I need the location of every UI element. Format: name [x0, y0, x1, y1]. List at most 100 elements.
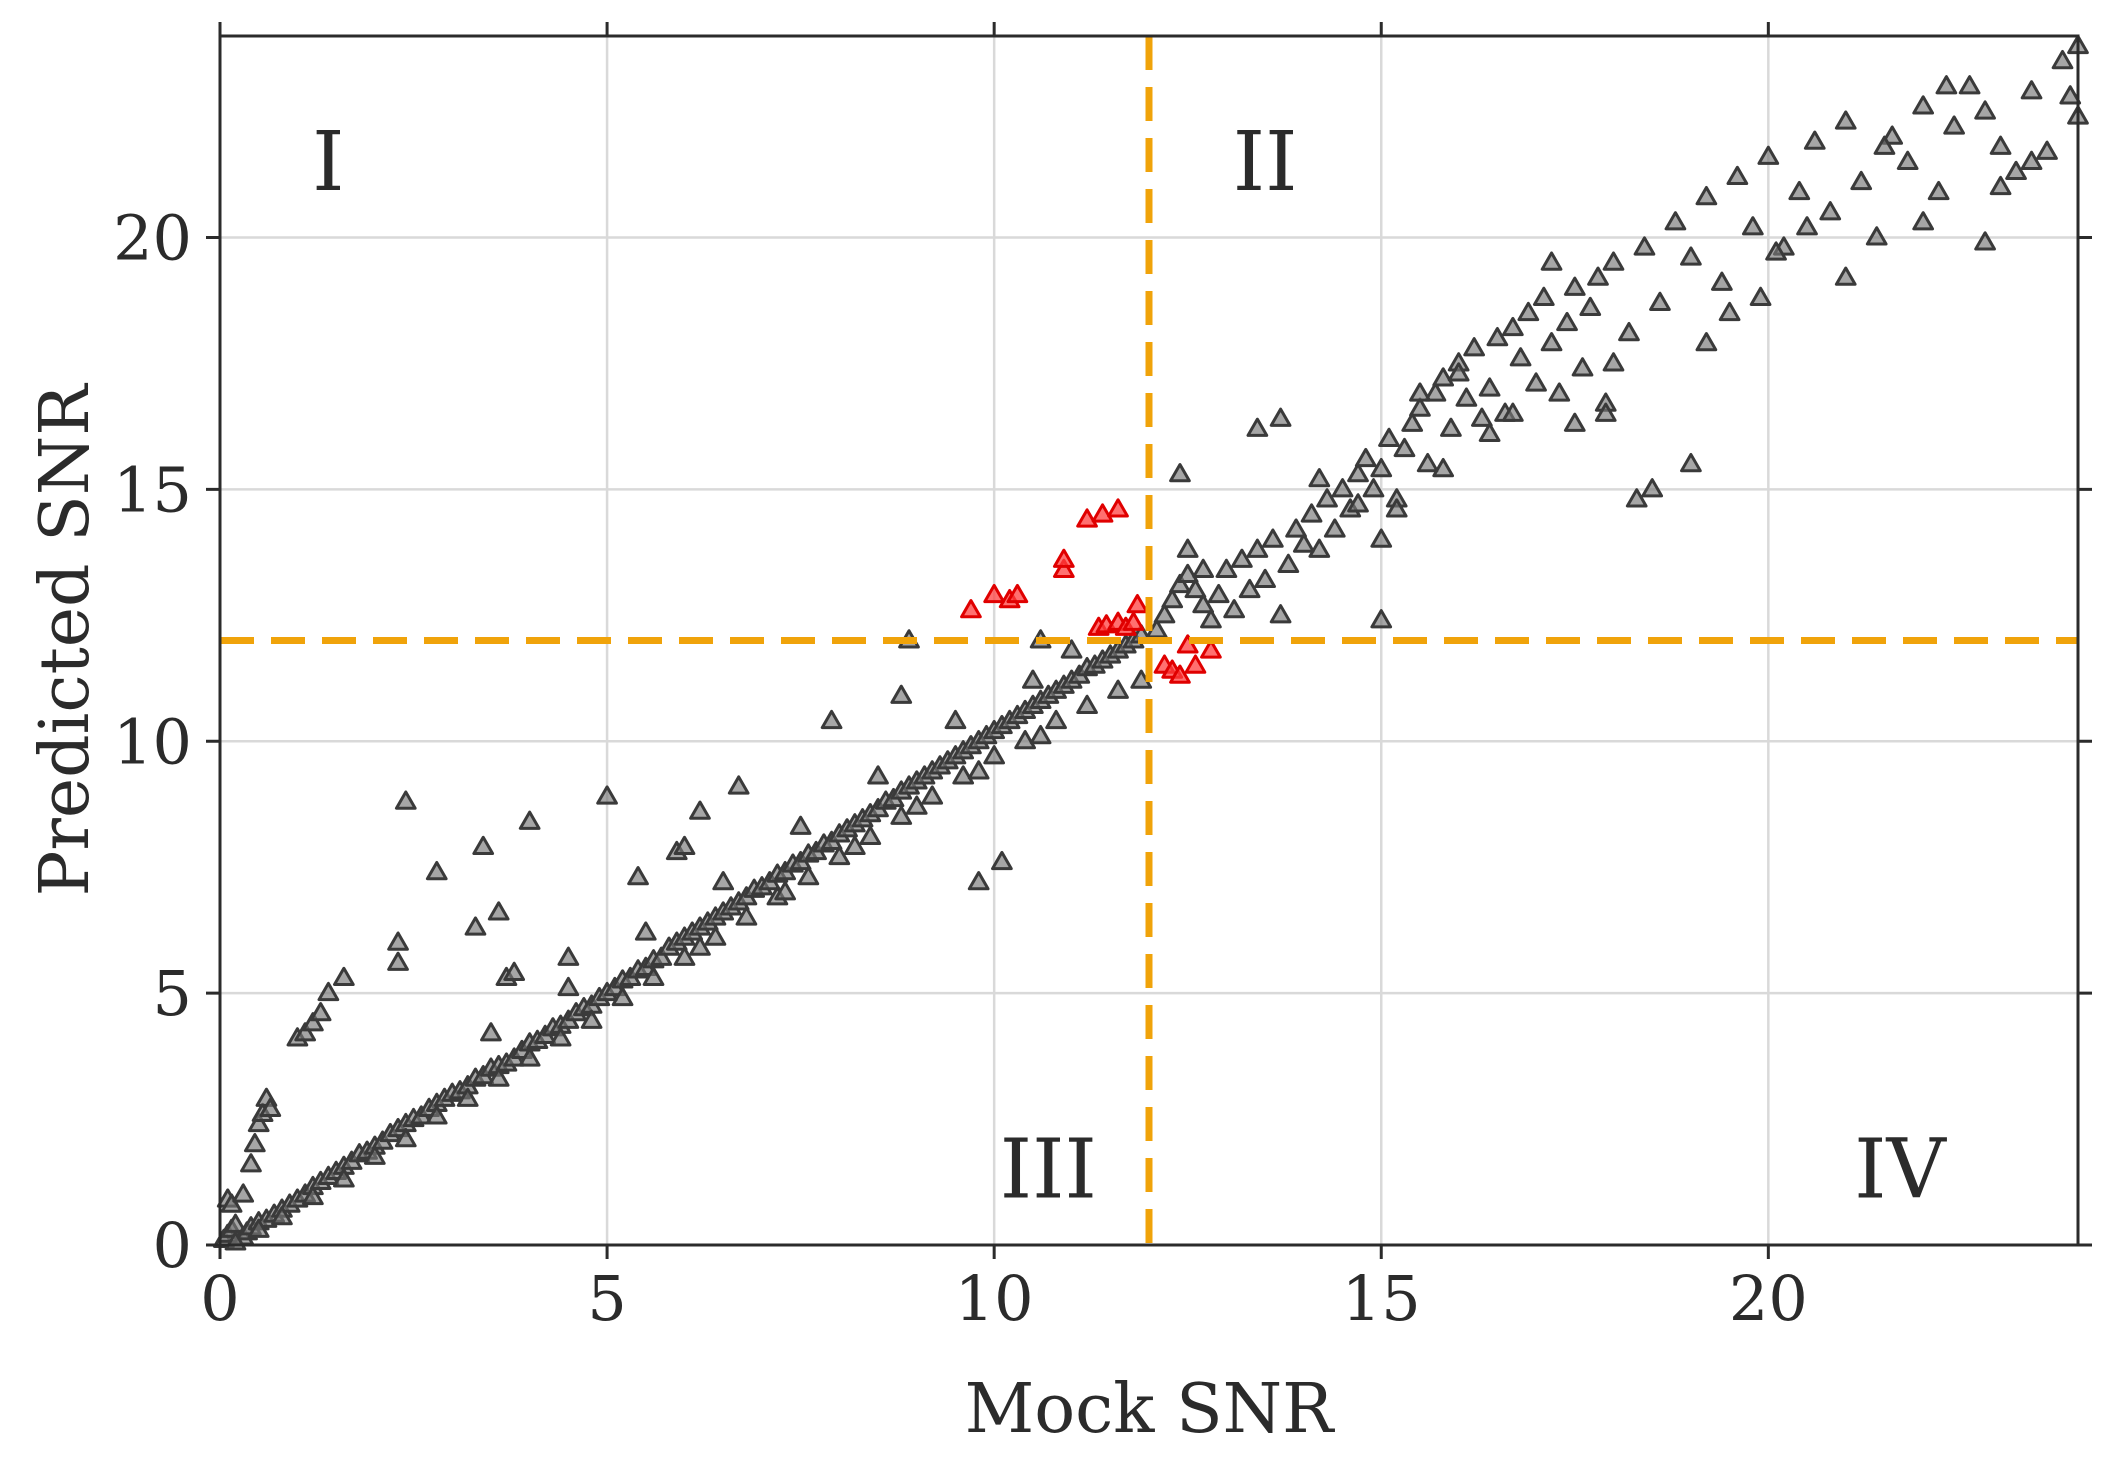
data-point [735, 906, 758, 926]
data-point [944, 709, 967, 730]
data-point [967, 760, 990, 780]
data-point [1618, 321, 1640, 342]
data-point [1803, 130, 1826, 150]
data-point [1192, 593, 1215, 614]
data-point [1277, 553, 1300, 573]
data-point [820, 709, 843, 730]
data-point [952, 765, 975, 785]
data-point [1532, 286, 1555, 306]
data-point [1625, 488, 1648, 508]
data-point [1881, 125, 1904, 145]
data-point [1471, 407, 1493, 427]
data-point [1633, 236, 1656, 256]
x-tick-label: 10 [955, 1262, 1034, 1335]
data-point [1292, 533, 1315, 553]
data-point [394, 1127, 417, 1148]
data-point [774, 881, 797, 901]
data-point [1548, 382, 1571, 402]
data-point [464, 916, 487, 936]
data-point [1416, 452, 1439, 473]
data-point [1587, 266, 1609, 286]
data-point [1757, 145, 1780, 165]
data-point [425, 1105, 448, 1125]
data-point [1362, 478, 1385, 498]
data-point [1834, 110, 1857, 130]
data-point [503, 961, 526, 981]
data-point [1262, 528, 1284, 548]
data-point [1447, 362, 1470, 382]
data-point [1440, 417, 1462, 437]
data-point [2059, 85, 2082, 105]
data-point [302, 1185, 324, 1206]
data-point [456, 1087, 479, 1107]
data-point [487, 901, 510, 921]
data-point-red [1126, 593, 1149, 614]
data-point [1695, 332, 1718, 352]
data-point [1176, 538, 1199, 558]
data-point [472, 835, 495, 856]
data-point [1796, 216, 1818, 236]
data-point [1873, 135, 1896, 155]
y-tick-label: 15 [113, 453, 192, 526]
data-point [2051, 49, 2074, 70]
data-point [2036, 140, 2058, 160]
data-point [480, 1022, 502, 1042]
data-point [867, 765, 889, 785]
data-point [1501, 402, 1524, 422]
data-point-red [1107, 498, 1129, 518]
data-point [1231, 548, 1253, 568]
data-point [1409, 397, 1431, 417]
data-point [1153, 604, 1176, 624]
data-point [2020, 80, 2043, 100]
data-point [1556, 311, 1578, 332]
data-point [1517, 301, 1540, 322]
data-point [1563, 412, 1586, 432]
data-point [1455, 387, 1478, 407]
data-point [634, 921, 657, 941]
data-point [991, 850, 1013, 871]
data-point [1834, 266, 1857, 286]
data-point [1370, 609, 1393, 629]
data-point [1540, 332, 1563, 352]
data-point [302, 1012, 324, 1032]
data-point [1974, 100, 1996, 120]
x-tick-label: 5 [587, 1262, 626, 1335]
data-point [650, 946, 673, 966]
data-point [1060, 639, 1083, 659]
data-point [1246, 417, 1269, 437]
data-point [1161, 588, 1184, 609]
data-point [220, 1193, 243, 1213]
data-point [967, 871, 990, 891]
data-point [1594, 402, 1617, 422]
data-point [1223, 599, 1246, 619]
data-point [1765, 241, 1787, 261]
data-point-red [1006, 583, 1029, 604]
data-point [1896, 150, 1919, 170]
data-point [890, 684, 913, 704]
data-point [1865, 226, 1888, 246]
y-tick-label: 5 [153, 957, 192, 1030]
x-tick-label: 0 [200, 1262, 239, 1335]
data-point [387, 951, 409, 971]
data-point [1478, 377, 1501, 397]
data-point-red [1169, 664, 1191, 684]
data-point [1269, 407, 1292, 427]
data-point [1912, 95, 1935, 115]
axis-ticks [206, 22, 2092, 1259]
data-point-red [1200, 639, 1222, 659]
data-point [1711, 271, 1733, 291]
data-point [828, 845, 851, 866]
data-point [1958, 75, 1981, 95]
data-point [232, 1183, 255, 1203]
data-point [1200, 609, 1222, 629]
data-point [2005, 160, 2027, 181]
data-point [271, 1206, 293, 1226]
data-point [557, 946, 580, 966]
data-point [1169, 463, 1191, 483]
data-point [247, 1218, 270, 1238]
data-point-red [1052, 548, 1075, 568]
y-axis-title: Predicted SNR [26, 383, 105, 897]
data-point [1424, 382, 1447, 402]
x-tick-label: 15 [1342, 1262, 1421, 1335]
